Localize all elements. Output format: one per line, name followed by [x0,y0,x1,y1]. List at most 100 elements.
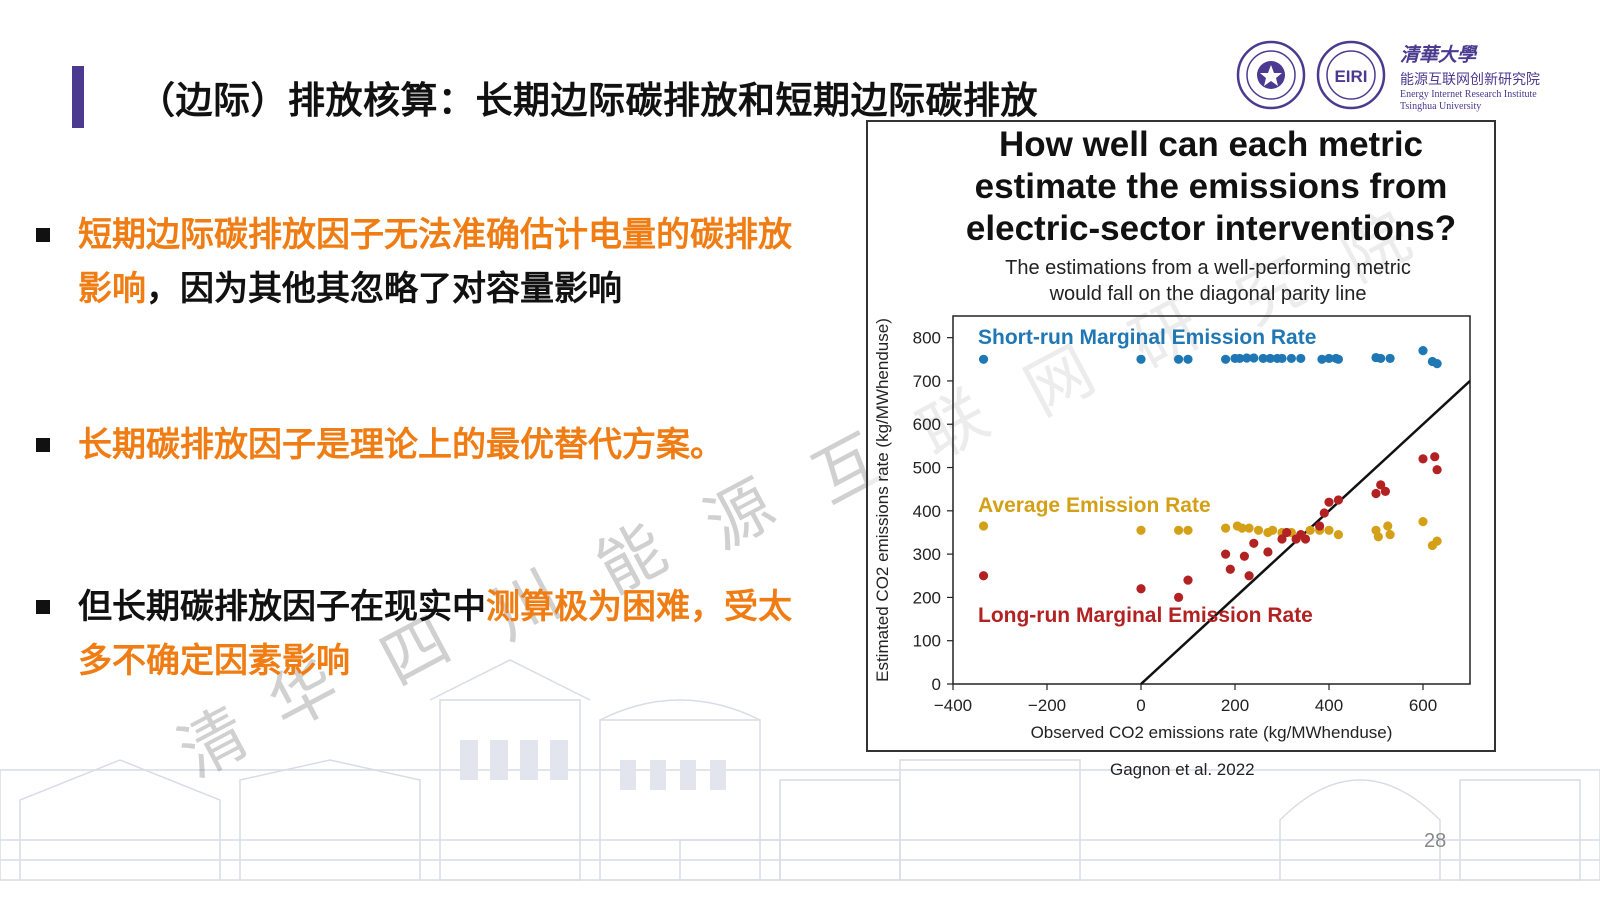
x-tick-label: −400 [934,696,972,715]
data-point [1268,525,1278,535]
header-logos: EIRI 清華大學 能源互联网创新研究院 Energy Internet Res… [1236,38,1566,118]
data-point [978,521,989,531]
data-point [1315,521,1325,531]
data-point [1376,480,1386,490]
data-point [1221,523,1231,533]
data-point [1258,353,1268,364]
bullet-square-icon [36,438,50,452]
y-axis-label: Estimated CO2 emissions rate (kg/MWhendu… [873,318,892,682]
chart-title-line: estimate the emissions from [975,167,1448,206]
data-point [978,354,989,364]
slide-title: （边际）排放核算：长期边际碳排放和短期边际碳排放 [138,79,1038,122]
data-point [1333,354,1343,364]
bullet-highlight-text: 长期碳排放因子是理论上的最优替代方案。 [78,425,724,465]
data-point [1371,488,1381,499]
data-point [1235,353,1245,364]
y-tick-label: 0 [932,675,941,694]
bullet-square-icon [36,228,50,242]
series-label: Long-run Marginal Emission Rate [978,604,1313,627]
data-point [1383,521,1393,531]
data-point [1249,353,1259,363]
data-point [1432,536,1442,546]
data-point [1305,525,1315,535]
data-point [1333,530,1343,540]
data-point [1296,353,1306,364]
chart-title-line: How well can each metric [999,125,1423,164]
data-point [1242,353,1252,363]
series-label: Average Emission Rate [978,494,1211,517]
data-point [1385,530,1395,540]
data-point [1183,525,1193,535]
data-point [1174,525,1184,535]
data-point [1253,525,1264,535]
data-point [1319,508,1329,518]
scatter-chart-panel: How well can each metric estimate the emi… [866,120,1496,752]
data-point [978,571,989,581]
bullet-highlight-text: 测算极为困难，受太多不确定因素影响 [78,587,792,681]
data-point [1430,452,1440,462]
data-point [1225,564,1235,574]
y-tick-label: 800 [913,329,941,348]
title-accent-bar [72,66,84,128]
institute-name-block: 清華大學 能源互联网创新研究院 Energy Internet Research… [1400,40,1570,113]
x-tick-label: 400 [1315,696,1343,715]
bullet-text: 但长期碳排放因子在现实中 [78,587,486,627]
data-point [1221,354,1231,364]
data-point [1237,523,1247,533]
y-tick-label: 300 [913,545,941,564]
data-point [1265,353,1275,364]
chart-subtitle-line: would fall on the diagonal parity line [1049,283,1367,305]
institute-name-cn: 能源互联网创新研究院 [1400,72,1540,88]
data-point [1136,354,1146,364]
data-point [1286,353,1296,364]
data-point [1174,354,1184,364]
x-tick-label: 200 [1221,696,1249,715]
data-point [1174,592,1184,603]
y-tick-label: 100 [913,632,941,651]
data-point [1183,575,1193,585]
chart-title-line: electric-sector interventions? [966,209,1456,248]
watermark-char: 清 [166,693,261,793]
data-point [1244,523,1254,533]
figure-citation: Gagnon et al. 2022 [1110,760,1255,779]
tsinghua-seal-logo [1236,40,1306,110]
data-point [1317,354,1327,364]
page-number: 28 [1424,830,1447,852]
x-tick-label: 600 [1409,696,1437,715]
data-point [1432,359,1442,369]
data-point [1333,495,1343,505]
data-point [1432,465,1442,475]
data-point [1263,547,1273,557]
plot-frame [952,315,1471,685]
bullet-item: 短期边际碳排放因子无法准确估计电量的碳排放影响，因为其他其忽略了对容量影响 [36,208,818,316]
data-point [1277,353,1287,364]
eiri-seal-logo: EIRI [1316,40,1386,110]
y-tick-label: 600 [913,415,941,434]
data-point [1136,584,1146,594]
data-point [1300,534,1311,544]
data-point [1324,525,1334,535]
data-point [1418,454,1428,464]
data-point [1376,353,1386,364]
data-point [1324,353,1334,364]
x-tick-label: −200 [1028,696,1066,715]
bullet-item: 但长期碳排放因子在现实中测算极为困难，受太多不确定因素影响 [36,580,818,688]
data-point [1239,551,1249,561]
bullet-text: ，因为其他其忽略了对容量影响 [146,269,622,309]
data-point [1249,538,1259,548]
x-tick-label: 0 [1136,696,1145,715]
data-point [1183,354,1193,364]
data-point [1221,549,1231,559]
university-name-en: Tsinghua University [1400,101,1482,112]
data-point [1244,571,1254,581]
data-point [1418,517,1428,527]
y-tick-label: 200 [913,588,941,607]
tsinghua-script-name: 清華大學 [1400,44,1477,66]
parity-line [1140,380,1471,685]
data-point [1282,527,1292,538]
data-point [1418,346,1428,356]
x-axis-label: Observed CO2 emissions rate (kg/MWhendus… [1031,723,1393,742]
y-tick-label: 700 [913,372,941,391]
series-label: Short-run Marginal Emission Rate [978,326,1316,349]
